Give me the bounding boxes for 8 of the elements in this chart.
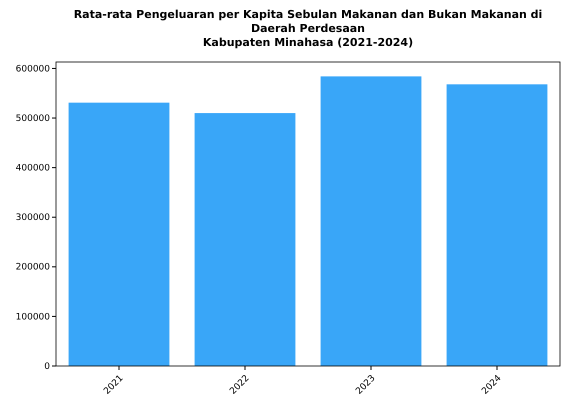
y-tick-label: 600000 bbox=[16, 64, 50, 74]
y-tick-label: 100000 bbox=[16, 312, 50, 322]
y-tick-label: 500000 bbox=[16, 114, 50, 124]
y-tick-label: 200000 bbox=[16, 262, 50, 273]
y-tick-label: 0 bbox=[44, 362, 50, 372]
y-tick-label: 300000 bbox=[16, 213, 50, 224]
y-tick-label: 400000 bbox=[16, 164, 50, 174]
chart-title: Rata-rata Pengeluaran per Kapita Sebulan Makanan dan Bukan Makanan di Daerah Perdesaan Kabupaten Minahasa (2021-2024) bbox=[74, 8, 542, 49]
